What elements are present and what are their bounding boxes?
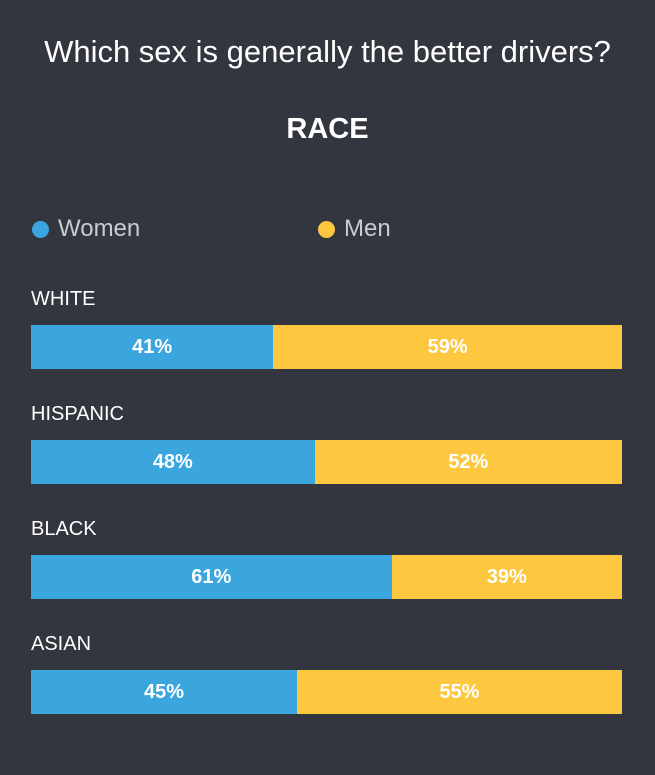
bar-black: 61% 39%	[31, 555, 622, 599]
category-label-black: BLACK	[31, 518, 97, 540]
bar-segment-men-black: 39%	[391, 555, 622, 599]
category-label-asian: ASIAN	[31, 633, 92, 655]
bar-segment-men-white: 59%	[273, 325, 622, 369]
data-label-men-white: 59%	[427, 335, 468, 358]
legend-label-men: Men	[344, 215, 391, 242]
bar-segment-women-hispanic: 48%	[31, 440, 315, 484]
data-label-men-black: 39%	[486, 565, 527, 588]
bar-asian: 45% 55%	[31, 670, 622, 714]
legend-item-men: Men	[318, 214, 391, 244]
legend-dot-women	[32, 220, 49, 238]
chart-title: Which sex is generally the better driver…	[44, 34, 611, 69]
bar-white: 41% 59%	[31, 325, 622, 369]
legend-label-women: Women	[58, 215, 141, 242]
data-label-women-black: 61%	[191, 565, 232, 588]
bar-hispanic: 48% 52%	[31, 440, 622, 484]
category-label-hispanic: HISPANIC	[31, 403, 124, 425]
data-label-men-hispanic: 52%	[448, 450, 489, 473]
bar-segment-men-hispanic: 52%	[314, 440, 622, 484]
data-label-women-asian: 45%	[143, 680, 184, 703]
bar-segment-women-asian: 45%	[31, 670, 297, 714]
bar-segment-women-black: 61%	[31, 555, 392, 599]
data-label-women-white: 41%	[132, 335, 173, 358]
legend-dot-men	[318, 220, 335, 238]
legend-item-women: Women	[32, 214, 140, 244]
data-label-women-hispanic: 48%	[152, 450, 193, 473]
data-label-men-asian: 55%	[439, 680, 480, 703]
chart-subtitle: RACE	[286, 113, 369, 145]
category-label-white: WHITE	[31, 288, 96, 310]
bar-segment-men-asian: 55%	[296, 670, 622, 714]
bar-segment-women-white: 41%	[31, 325, 274, 369]
